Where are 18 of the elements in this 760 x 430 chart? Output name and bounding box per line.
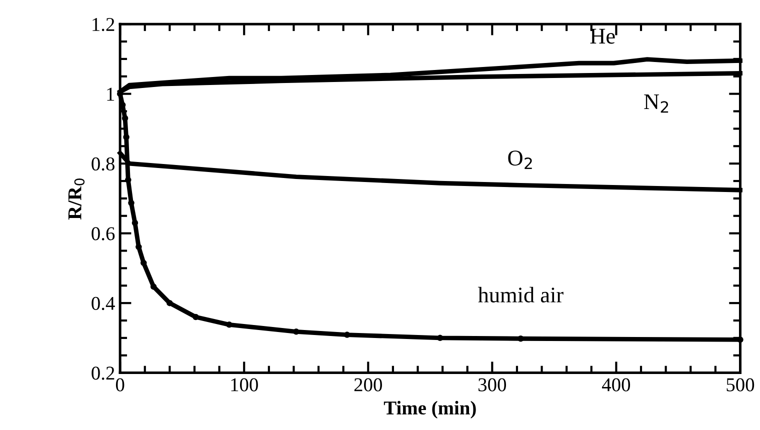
- y-tick-label: 1.2: [92, 18, 114, 32]
- y-tick-label: 0.8: [92, 157, 114, 171]
- y-tick-label: 0.6: [92, 227, 115, 240]
- y-tick-label: 1: [107, 88, 114, 101]
- series-label: humid air: [478, 286, 564, 303]
- x-tick-label: 200: [354, 378, 382, 392]
- y-axis-title: R/R$_{0}$: [68, 178, 85, 220]
- x-tick-label: 400: [602, 378, 630, 392]
- x-tick-label: 100: [231, 378, 258, 392]
- series-label: O$_{2}$: [508, 150, 532, 170]
- x-tick-label: 300: [478, 378, 506, 392]
- x-tick-label: 500: [726, 378, 754, 392]
- y-tick-label: 0.2: [92, 366, 114, 380]
- x-axis-title: Time (min): [384, 400, 476, 418]
- legend-label: He: [590, 28, 615, 44]
- series-label: N$_{2}$: [644, 94, 668, 113]
- x-tick-label: 0: [116, 378, 124, 392]
- y-tick-label: 0.4: [92, 296, 115, 310]
